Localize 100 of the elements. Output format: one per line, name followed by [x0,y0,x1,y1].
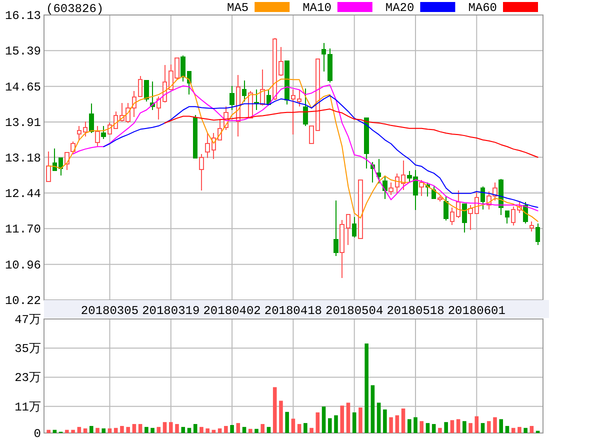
bar [395,415,400,433]
line-series [72,84,538,212]
bar [432,424,436,433]
legend-label: MA60 [468,1,498,15]
bar [383,409,387,433]
bar [456,419,460,433]
bar [248,428,252,433]
bar [138,424,142,433]
line-series [103,95,538,208]
y-tick-label: 14.65 [4,80,41,94]
y-tick-label: 16.13 [4,9,41,23]
bar [462,421,466,433]
bar [83,428,88,433]
candlestick [192,114,198,159]
bar [322,406,326,433]
candlestick [303,88,308,126]
legend-label: MA10 [302,1,332,15]
candlestick [334,200,338,257]
bar [71,430,75,433]
candlestick [535,222,540,246]
bar [285,412,289,433]
bar [420,421,424,433]
bar [224,426,228,433]
y-tick-label: 13.91 [4,116,41,130]
candlestick [462,204,467,233]
bar [77,426,82,433]
bar [358,408,362,433]
candlestick [70,140,76,154]
bar [401,408,406,433]
bar [242,426,246,433]
candlestick [101,125,106,140]
bar [126,426,130,433]
y-tick-label: 47万 [14,313,41,327]
bar [291,418,296,433]
bar [132,424,136,433]
candlestick [230,85,234,110]
y-tick-label: 23万 [14,371,41,386]
bar [530,426,534,433]
bar [102,428,106,433]
bar [334,415,338,433]
bar [426,423,430,433]
bar [230,424,234,433]
bar [200,426,204,433]
candlestick [419,179,424,196]
y-tick-label: 11万 [14,400,41,414]
bar [162,422,167,433]
bar [450,420,454,433]
x-tick-label: 20180518 [386,304,444,318]
bar [304,423,308,433]
bar [272,387,277,433]
candlestick [388,182,394,196]
bar [181,426,186,433]
candlestick [504,210,510,224]
candlestick [438,195,442,202]
candlestick [46,150,51,182]
bar [168,422,173,433]
bar [187,428,192,433]
x-tick-label: 20180601 [448,304,506,318]
y-tick-label: 15.39 [4,44,41,59]
candlestick [352,216,357,238]
candlestick [242,80,247,102]
candlestick [364,118,369,169]
chart-title: (603826) [46,2,104,16]
line-series [164,108,538,158]
y-tick-label: 12.44 [4,186,41,201]
bar [279,400,283,433]
candlestick [529,220,534,232]
bar [175,424,179,433]
x-tick-label: 20180504 [326,304,384,318]
candlestick [144,80,149,102]
bar [370,385,375,433]
bar [407,419,412,433]
bar [96,428,100,433]
bar [486,421,491,433]
x-tick-label: 20180305 [80,304,139,318]
bar [236,423,240,433]
y-tick-label: 0 [34,427,41,440]
bar [150,428,154,433]
bar [114,428,118,433]
bar [46,430,50,433]
y-tick-label: 10.22 [4,294,41,308]
bar [310,428,314,433]
bar [414,417,418,433]
y-tick-label: 11.70 [4,222,41,237]
legend-label: MA5 [227,1,249,15]
bar [156,426,161,433]
bar [511,428,516,433]
candlestick [376,158,382,184]
candlestick [498,178,504,216]
bar [474,416,479,433]
bar [518,426,522,433]
bar [438,428,442,433]
bar [89,426,94,433]
bar [364,344,368,433]
candlestick [358,179,363,239]
bar [144,426,148,433]
bar [254,428,258,433]
bar [340,406,344,433]
y-tick-label: 10.96 [4,258,41,272]
candlestick [480,186,486,210]
